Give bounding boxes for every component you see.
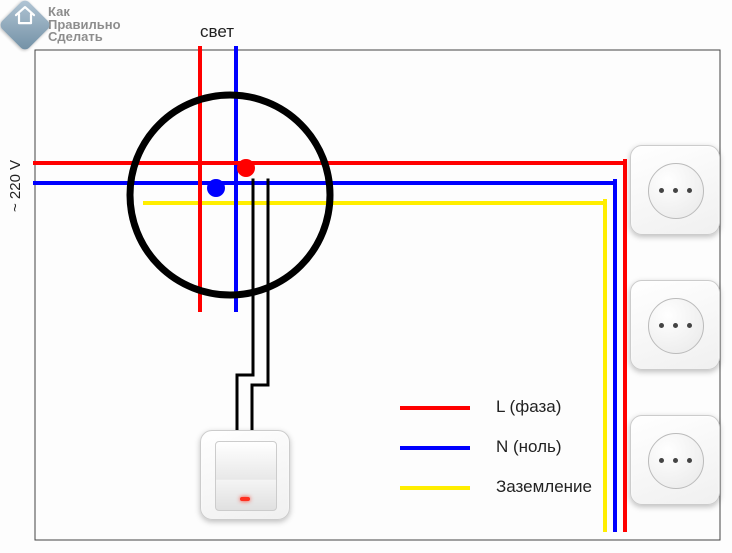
socket-3 xyxy=(630,415,720,505)
socket-hole xyxy=(673,323,678,328)
socket-hole xyxy=(687,188,692,193)
socket-hole xyxy=(687,323,692,328)
light-switch xyxy=(200,430,290,520)
socket-hole xyxy=(659,458,664,463)
site-logo: Как Правильно Сделать xyxy=(6,6,121,44)
socket-hole xyxy=(673,188,678,193)
socket-1 xyxy=(630,145,720,235)
label: свет xyxy=(200,22,234,42)
switch-indicator-led xyxy=(240,497,250,501)
logo-text: Как Правильно Сделать xyxy=(48,6,121,43)
label: Заземление xyxy=(496,477,592,497)
label: N (ноль) xyxy=(496,437,562,457)
wiring-svg xyxy=(0,0,732,553)
label: L (фаза) xyxy=(496,397,561,417)
socket-hole xyxy=(673,458,678,463)
socket-2 xyxy=(630,280,720,370)
socket-hole xyxy=(687,458,692,463)
label: ~ 220 V xyxy=(7,160,24,212)
logo-line3: Сделать xyxy=(48,29,103,44)
socket-hole xyxy=(659,188,664,193)
socket-hole xyxy=(659,323,664,328)
